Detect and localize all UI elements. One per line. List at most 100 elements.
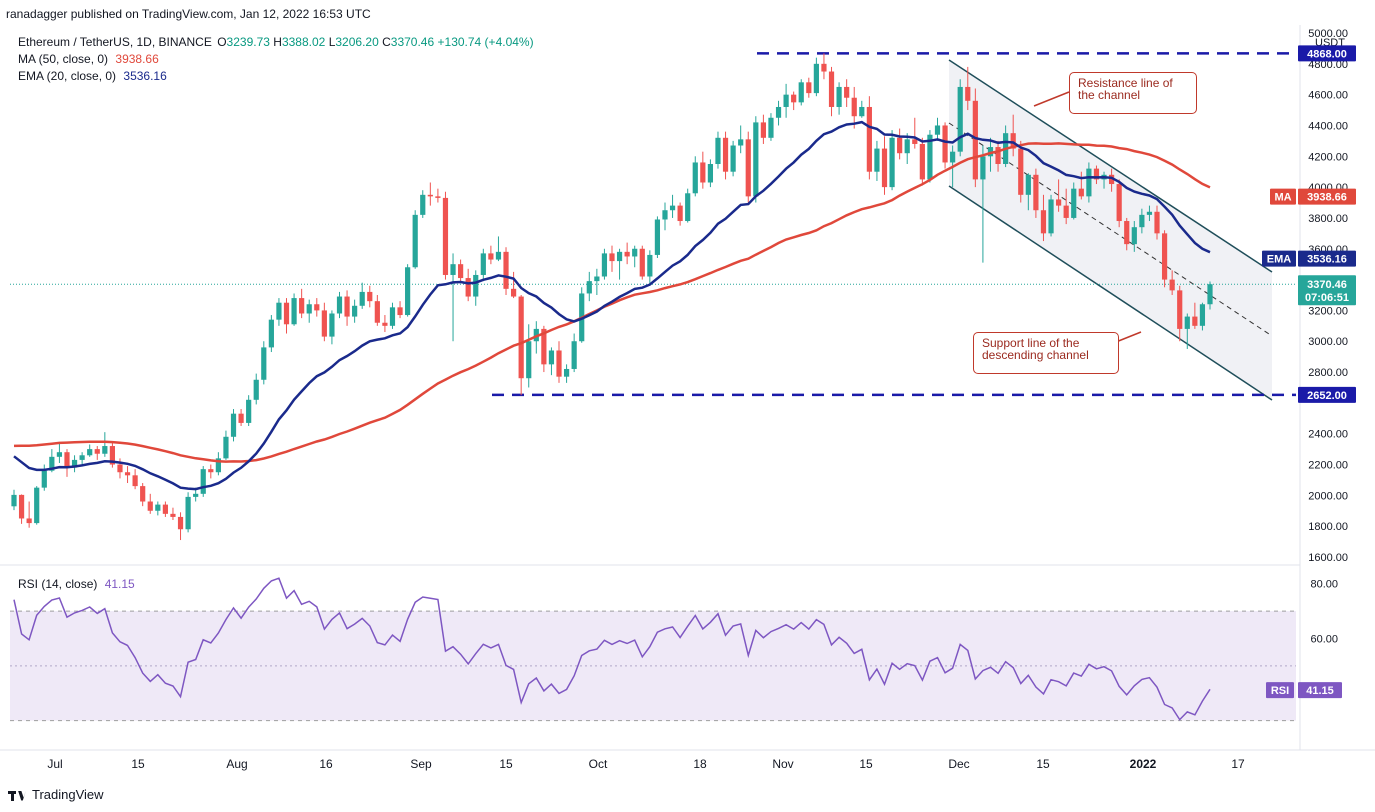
candle-body [374,301,380,323]
open-label: O [217,35,227,49]
candle-body [246,399,252,423]
candle-body [730,145,736,172]
candle-body [336,296,343,314]
candle-body [556,350,562,377]
candle-body [1056,199,1062,206]
candle-body [200,469,206,494]
candle-body [389,307,396,326]
time-tick-label: 18 [693,757,707,771]
candle-body [41,470,47,488]
price-tick-label: 2000.00 [1308,490,1348,502]
rsi-name-tag: RSI [1271,685,1289,697]
candle-body [1139,214,1145,228]
candle-body [692,162,698,194]
price-tick-label: 4400.00 [1308,120,1348,132]
candle-body [1192,316,1198,326]
time-tick-label: Dec [948,757,969,771]
ema-value-tag-bg [1298,250,1356,267]
rsi-name-tag-bg [1266,682,1294,699]
candle-body [745,139,751,197]
rsi-line [13,577,1211,721]
candle-body [465,278,471,297]
close-label: C [382,35,391,49]
candle-body [155,504,161,511]
candle-body [1063,205,1069,218]
high-label: H [273,35,282,49]
candle-body [1025,174,1031,195]
rsi-legend-label: RSI (14, close) [18,577,98,591]
candle-body [185,496,191,530]
candle-body [859,106,865,117]
close-value: 3370.46 [390,35,435,49]
candle-body [1169,279,1175,291]
candle-body [775,106,782,118]
candle-body [897,137,903,154]
price-tick-label: 4600.00 [1308,90,1348,102]
time-tick-label: 15 [499,757,513,771]
resistance-annotation: Resistance line of the channel [1069,72,1197,114]
candle-body [806,82,812,94]
level-low-tag-bg [1298,386,1356,403]
candle-body [367,291,373,302]
candle-body [1071,188,1077,218]
candle-body [412,214,418,268]
level-low-tag: 2652.00 [1307,390,1347,402]
candle-body [488,253,494,260]
candle-body [738,139,744,146]
candle-body [1146,211,1153,215]
candle-body [359,291,365,306]
price-tick-label: 2400.00 [1308,429,1348,441]
candle-body [215,458,221,473]
candle-body [1131,227,1137,245]
high-value: 3388.02 [281,35,326,49]
rsi-band [10,611,1296,721]
price-tick-label: 3200.00 [1308,305,1348,317]
time-tick-label: 17 [1231,757,1245,771]
candle-body [102,446,108,454]
time-tick-label: 15 [131,757,145,771]
candle-body [957,86,963,152]
candle-body [283,302,290,325]
candle-body [639,248,645,277]
candle-body [382,322,388,326]
price-tick-label: 5000.00 [1308,28,1348,40]
candle-body [526,341,532,379]
candle-body [253,379,259,400]
candle-body [344,296,350,317]
candle-body [177,516,184,530]
candle-body [783,94,789,107]
last-price-tag-bg [1298,275,1356,306]
footer-brand: TradingView [8,787,104,802]
ema-legend-value: 3536.16 [123,69,167,83]
ma-value-tag-bg [1298,188,1356,205]
time-tick-label: Oct [589,757,608,771]
candle-body [427,194,433,197]
candle-body [798,82,804,103]
time-tick-label: 15 [859,757,873,771]
candle-body [813,63,819,94]
candle-body [707,164,714,183]
candle-body [268,319,274,348]
candle-body [397,307,403,316]
resistance-pointer [1033,91,1070,107]
candle-body [685,193,691,222]
candle-body [950,151,956,163]
candle-body [442,197,449,275]
candle-body [238,413,244,423]
candle-body [162,504,168,514]
candle-body [11,494,17,507]
candle-body [1033,174,1039,211]
candle-body [972,100,978,180]
candle-body [548,350,555,365]
candle-body [49,456,55,471]
candle-body [919,143,925,180]
candle-body [828,71,835,107]
candle-body [654,219,661,255]
time-tick-label: Jul [47,757,62,771]
candle-body [495,251,502,260]
symbol-name: Ethereum / TetherUS, 1D, BINANCE [18,35,212,49]
candle-body [1078,188,1084,197]
ema-value-tag: 3536.16 [1307,254,1347,266]
time-tick-label: 15 [1036,757,1050,771]
